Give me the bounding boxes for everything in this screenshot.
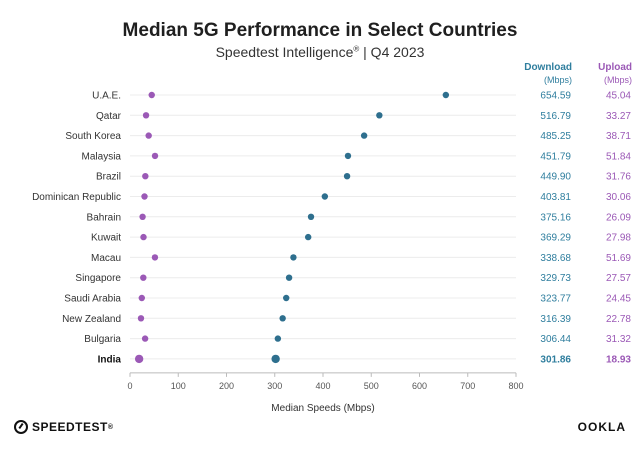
upload-value: 45.04 [606,91,631,102]
upload-value: 33.27 [606,111,631,122]
download-point [271,354,280,364]
download-point [290,254,297,261]
upload-point [140,274,147,281]
country-label: India [98,354,122,365]
x-tick-label: 800 [508,381,523,391]
upload-value: 27.98 [606,233,631,244]
country-label: Saudi Arabia [64,294,121,305]
download-point [344,152,352,160]
download-value: 301.86 [540,354,571,365]
upload-point [142,112,150,119]
x-tick-label: 300 [267,381,282,391]
upload-point [140,233,147,241]
download-value: 449.90 [540,172,571,183]
speedtest-logo-text: SPEEDTEST [32,420,108,434]
download-value: 654.59 [540,91,571,102]
upload-value: 31.76 [606,172,631,183]
download-point [274,335,282,342]
download-point [360,132,368,139]
upload-point [151,254,159,261]
download-point [442,91,450,99]
subtitle-period: | Q4 2023 [363,44,425,60]
country-label: Singapore [75,273,121,284]
download-point [285,274,293,281]
upload-value: 22.78 [606,314,631,325]
upload-point [138,294,145,302]
download-value: 375.16 [540,212,571,223]
x-axis-title: Median Speeds (Mbps) [271,403,374,414]
upload-point [139,213,146,220]
download-value: 338.68 [540,253,571,264]
country-label: U.A.E. [92,91,121,102]
upload-point [151,152,159,160]
upload-point [145,132,152,139]
download-point [376,112,383,119]
country-label: Bahrain [87,212,121,223]
ookla-logo: OOKLA [577,420,626,434]
download-value: 316.39 [540,314,571,325]
x-tick-label: 200 [219,381,234,391]
upload-header-unit: (Mbps) [603,75,632,85]
chart-title: Median 5G Performance in Select Countrie… [122,20,518,41]
subtitle-brand: Speedtest Intelligence [215,44,354,60]
upload-value: 24.45 [606,294,631,305]
country-label: Kuwait [91,233,121,244]
country-label: Macau [91,253,121,264]
upload-value: 31.32 [606,334,631,345]
upload-value: 18.93 [606,354,631,365]
upload-value: 51.84 [606,151,631,162]
download-value: 306.44 [540,334,571,345]
x-tick-label: 500 [364,381,379,391]
download-column-header: Download (Mbps) [502,62,572,86]
upload-point [134,354,144,364]
country-label: South Korea [65,131,121,142]
upload-header-label: Upload [598,62,632,73]
upload-column-header: Upload (Mbps) [582,62,632,86]
country-label: New Zealand [62,314,121,325]
x-tick-label: 100 [171,381,186,391]
upload-value: 51.69 [606,253,631,264]
download-point [304,233,312,241]
x-tick-label: 600 [412,381,427,391]
country-label: Malaysia [82,151,122,162]
download-value: 369.29 [540,233,571,244]
upload-value: 38.71 [606,131,631,142]
country-label: Brazil [96,172,121,183]
country-label: Dominican Republic [32,192,121,203]
download-point [343,173,351,180]
download-value: 329.73 [540,273,571,284]
upload-point [148,91,155,99]
download-value: 516.79 [540,111,571,122]
download-value: 485.25 [540,131,571,142]
download-point [283,294,290,302]
country-label: Qatar [96,111,122,122]
upload-point [141,193,148,200]
subtitle-mark: ® [353,44,360,54]
speedtest-gauge-icon [14,420,28,434]
speedtest-logo: SPEEDTEST ® [14,420,114,434]
x-tick-label: 700 [460,381,475,391]
upload-value: 30.06 [606,192,631,203]
chart-subtitle: Speedtest Intelligence® | Q4 2023 [0,44,640,60]
speedtest-logo-mark: ® [107,423,114,431]
download-point [321,193,329,200]
download-value: 403.81 [540,192,571,203]
country-label: Bulgaria [84,334,121,345]
upload-point [142,173,149,180]
download-point [307,213,315,220]
download-point [279,315,286,322]
download-header-label: Download [524,62,572,73]
upload-value: 27.57 [606,273,631,284]
upload-value: 26.09 [606,212,631,223]
x-tick-label: 0 [127,381,132,391]
upload-point [141,335,149,342]
download-value: 451.79 [540,151,571,162]
download-header-unit: (Mbps) [543,75,572,85]
upload-point [137,315,145,322]
download-value: 323.77 [540,294,571,305]
x-tick-label: 400 [315,381,330,391]
